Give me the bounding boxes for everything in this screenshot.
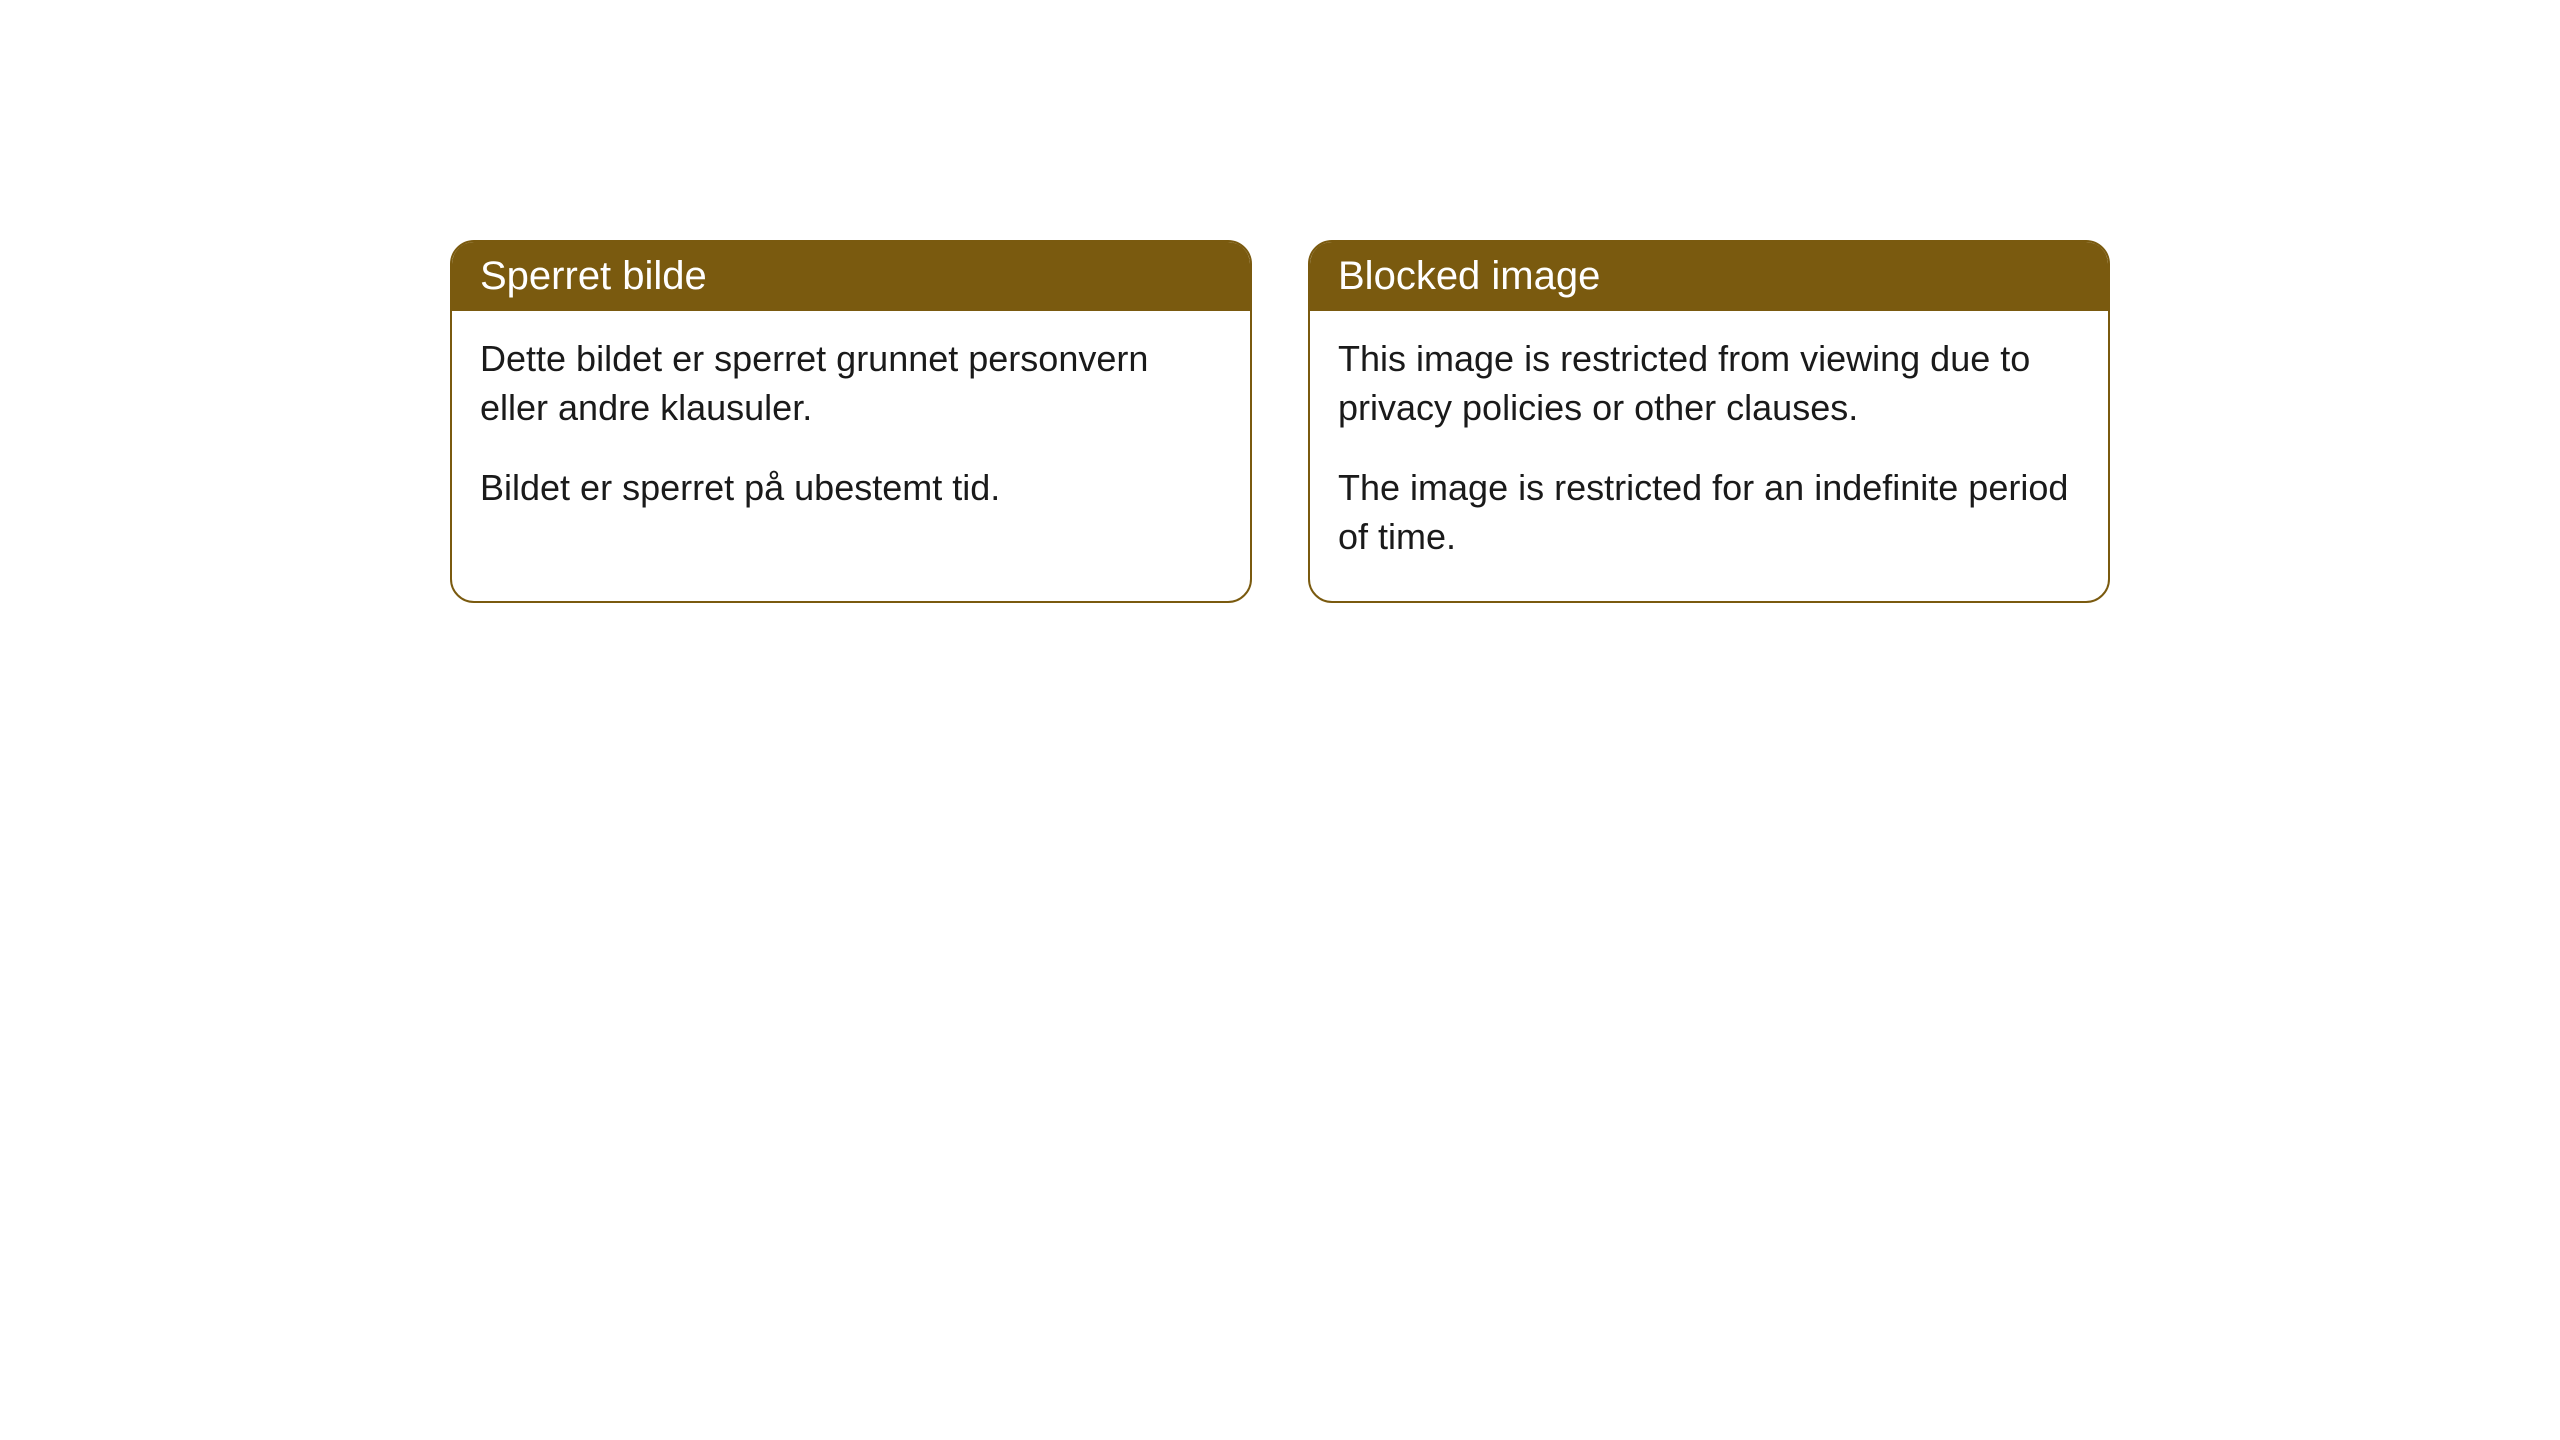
notice-container: Sperret bilde Dette bildet er sperret gr… — [0, 0, 2560, 603]
card-paragraph: This image is restricted from viewing du… — [1338, 335, 2080, 432]
card-body: This image is restricted from viewing du… — [1310, 311, 2108, 601]
card-paragraph: Bildet er sperret på ubestemt tid. — [480, 464, 1222, 513]
card-body: Dette bildet er sperret grunnet personve… — [452, 311, 1250, 553]
notice-card-norwegian: Sperret bilde Dette bildet er sperret gr… — [450, 240, 1252, 603]
card-header: Sperret bilde — [452, 242, 1250, 311]
card-paragraph: Dette bildet er sperret grunnet personve… — [480, 335, 1222, 432]
notice-card-english: Blocked image This image is restricted f… — [1308, 240, 2110, 603]
card-paragraph: The image is restricted for an indefinit… — [1338, 464, 2080, 561]
card-title: Sperret bilde — [480, 254, 707, 298]
card-header: Blocked image — [1310, 242, 2108, 311]
card-title: Blocked image — [1338, 254, 1600, 298]
